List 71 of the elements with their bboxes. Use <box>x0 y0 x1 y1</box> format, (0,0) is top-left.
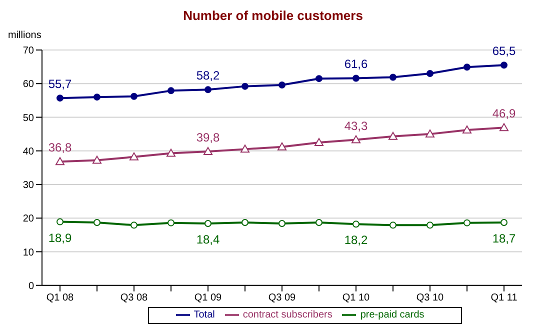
data-label: 55,7 <box>48 77 72 92</box>
data-label: 58,2 <box>196 68 220 83</box>
point <box>316 75 322 82</box>
point <box>426 70 434 78</box>
point <box>168 87 174 94</box>
point <box>426 222 434 229</box>
data-label: 61,6 <box>344 57 368 72</box>
point <box>204 220 212 227</box>
y-tick-label: 60 <box>22 79 34 90</box>
point <box>462 126 472 134</box>
point <box>500 62 508 69</box>
point <box>352 74 360 82</box>
point <box>464 64 470 71</box>
point <box>278 81 286 88</box>
point <box>314 138 324 146</box>
x-tick-label: Q1 09 <box>194 292 222 304</box>
data-label: 46,9 <box>492 106 516 121</box>
data-label: 18,7 <box>492 231 516 246</box>
point <box>130 152 138 160</box>
point <box>278 142 286 150</box>
legend-label: contract subscribers <box>242 310 332 321</box>
point <box>316 218 322 226</box>
point <box>94 94 100 101</box>
point <box>278 220 286 227</box>
legend-label: pre-paid cards <box>360 310 424 321</box>
point <box>242 218 248 226</box>
point <box>56 94 64 102</box>
point <box>390 74 396 81</box>
point <box>352 220 360 228</box>
point <box>388 132 398 140</box>
data-label: 18,9 <box>48 230 72 245</box>
chart-title: Number of mobile customers <box>182 8 364 25</box>
data-label: 39,8 <box>196 130 220 145</box>
y-tick-label: 30 <box>22 180 34 192</box>
x-tick-label: Q1 10 <box>342 292 370 304</box>
point <box>500 123 508 132</box>
point <box>242 82 248 90</box>
point <box>130 92 138 100</box>
y-tick-label: 70 <box>22 46 34 57</box>
y-tick-label: 10 <box>22 247 34 258</box>
y-axis-title: millions <box>8 30 42 41</box>
x-tick-label: Q1 11 <box>490 292 518 304</box>
y-tick-label: 0 <box>28 280 34 292</box>
legend-label: Total <box>194 310 215 321</box>
y-tick-label: 40 <box>22 146 34 158</box>
point <box>390 222 396 229</box>
point <box>240 144 250 153</box>
data-label: 18,2 <box>344 233 368 248</box>
point <box>56 157 64 166</box>
point <box>94 218 100 226</box>
point <box>204 86 212 94</box>
point <box>500 218 508 226</box>
y-tick-label: 50 <box>22 112 34 124</box>
data-label: 36,8 <box>48 140 72 155</box>
point <box>130 222 138 229</box>
point <box>204 147 212 156</box>
point <box>166 148 176 157</box>
point <box>464 219 470 226</box>
point <box>56 218 64 226</box>
data-label: 43,3 <box>344 118 368 133</box>
point <box>352 135 360 144</box>
y-tick-label: 20 <box>22 214 34 225</box>
x-tick-label: Q3 08 <box>120 292 148 304</box>
point <box>92 156 102 164</box>
x-tick-label: Q3 10 <box>416 292 444 304</box>
x-tick-label: Q1 08 <box>46 292 74 304</box>
x-tick-label: Q3 09 <box>268 292 296 304</box>
data-label: 18,4 <box>196 232 220 246</box>
data-label: 65,5 <box>492 44 516 58</box>
point <box>426 130 434 138</box>
point <box>168 219 174 226</box>
